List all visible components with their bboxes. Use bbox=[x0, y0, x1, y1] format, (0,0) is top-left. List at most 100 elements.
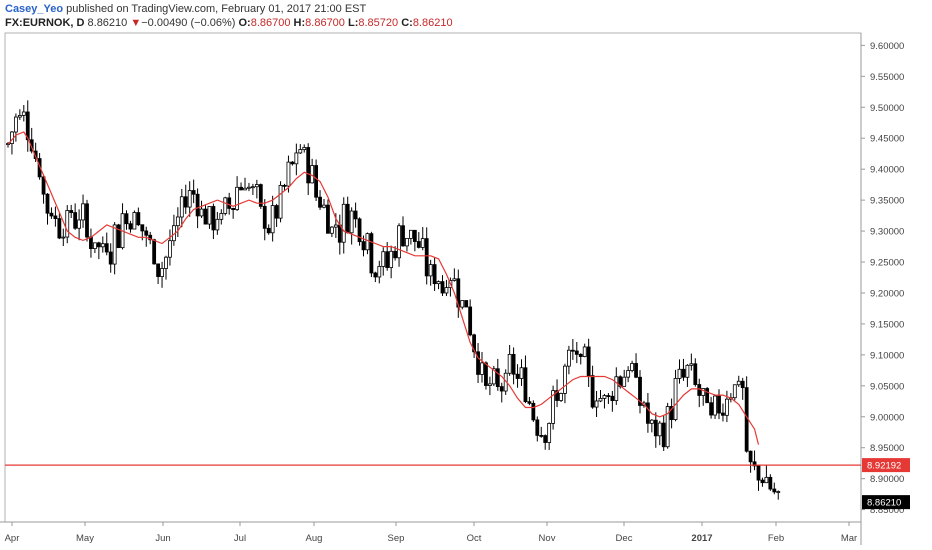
last-price-value: 8.86210 bbox=[87, 17, 128, 29]
candle-body bbox=[401, 225, 405, 247]
candle-body bbox=[274, 205, 279, 219]
price-tick-label: 9.30000 bbox=[870, 227, 904, 238]
candle-body bbox=[539, 435, 544, 437]
candle-body bbox=[555, 390, 559, 401]
candle-body bbox=[681, 368, 686, 378]
candle-body bbox=[345, 203, 350, 234]
price-tick-label: 9.15000 bbox=[870, 319, 904, 330]
candle-body bbox=[519, 367, 524, 379]
candle-body bbox=[116, 224, 121, 249]
candle-body bbox=[203, 208, 208, 225]
price-tick-label: 9.45000 bbox=[870, 134, 904, 145]
candle-body bbox=[776, 491, 781, 493]
candle-body bbox=[677, 368, 682, 379]
candle-body bbox=[112, 224, 117, 265]
symbol-legend: FX:EURNOK, D 8.86210 ▼−0.00490 (−0.06%) … bbox=[5, 16, 453, 30]
price-tick-label: 9.60000 bbox=[870, 41, 904, 52]
candle-body bbox=[626, 370, 631, 378]
candle-body bbox=[397, 225, 401, 259]
candle-body bbox=[416, 241, 421, 248]
candle-body bbox=[156, 263, 161, 277]
candle-body bbox=[254, 184, 259, 188]
candle-body bbox=[444, 287, 449, 294]
price-tick-label: 9.35000 bbox=[870, 196, 904, 207]
support-price-tag bbox=[862, 458, 910, 473]
candle-body bbox=[527, 401, 532, 404]
candle-body bbox=[515, 373, 520, 379]
candle-body bbox=[282, 184, 287, 187]
candle-body bbox=[128, 223, 133, 230]
time-tick-label: Oct bbox=[467, 533, 482, 544]
candle-body bbox=[179, 196, 184, 218]
candle-body bbox=[634, 363, 638, 378]
open-value: 8.86700 bbox=[250, 17, 291, 29]
candle-body bbox=[373, 272, 378, 278]
price-tick-label: 9.20000 bbox=[870, 288, 904, 299]
close-value: 8.86210 bbox=[412, 17, 453, 29]
candle-body bbox=[314, 165, 319, 198]
candle-body bbox=[578, 353, 583, 357]
candle-body bbox=[511, 353, 516, 375]
change-value: −0.00490 (−0.06%) bbox=[141, 17, 236, 29]
candle-body bbox=[646, 402, 650, 424]
candle-body bbox=[108, 251, 113, 265]
candle-body bbox=[732, 384, 737, 399]
price-tick-label: 9.55000 bbox=[870, 72, 904, 83]
candle-body bbox=[140, 224, 145, 232]
candle-body bbox=[322, 204, 326, 208]
candle-body bbox=[586, 346, 591, 376]
time-tick-label: Apr bbox=[5, 533, 20, 544]
time-tick-label: Dec bbox=[616, 533, 633, 544]
candle-body bbox=[302, 147, 307, 150]
candle-body bbox=[53, 215, 58, 220]
candle-body bbox=[187, 190, 192, 208]
symbol-label[interactable]: FX:EURNOK, D bbox=[5, 17, 85, 29]
candle-body bbox=[96, 242, 101, 248]
candle-body bbox=[460, 300, 465, 308]
candle-body bbox=[653, 419, 658, 437]
candle-body bbox=[61, 236, 66, 239]
candle-body bbox=[756, 465, 761, 481]
candle-body bbox=[175, 216, 180, 227]
price-tick-label: 9.10000 bbox=[870, 350, 904, 361]
candle-body bbox=[499, 386, 504, 392]
author-link[interactable]: Casey_Yeo bbox=[5, 3, 64, 15]
candle-body bbox=[523, 367, 528, 403]
candle-body bbox=[85, 203, 89, 238]
candle-body bbox=[476, 351, 480, 375]
candle-body bbox=[37, 158, 42, 178]
candle-body bbox=[381, 251, 386, 267]
candle-body bbox=[590, 375, 595, 408]
candle-body bbox=[73, 212, 78, 229]
candle-body bbox=[89, 236, 93, 250]
candle-body bbox=[760, 479, 765, 484]
candle-body bbox=[487, 383, 492, 386]
candle-body bbox=[353, 210, 358, 220]
candle-body bbox=[408, 229, 413, 239]
candle-body bbox=[239, 186, 243, 191]
candle-body bbox=[772, 488, 777, 493]
candle-body bbox=[223, 197, 228, 214]
candle-body bbox=[432, 264, 437, 285]
candle-body bbox=[81, 203, 85, 221]
candle-body bbox=[124, 213, 129, 225]
price-tick-label: 8.90000 bbox=[870, 474, 904, 485]
time-tick-label: Mar bbox=[841, 533, 857, 544]
candle-body bbox=[606, 395, 611, 397]
candle-body bbox=[389, 250, 394, 268]
candle-body bbox=[57, 218, 62, 239]
candle-body bbox=[420, 238, 425, 248]
candle-body bbox=[357, 218, 362, 243]
candle-body bbox=[752, 461, 757, 467]
candle-body bbox=[69, 210, 74, 213]
candle-body bbox=[41, 176, 46, 195]
candle-body bbox=[298, 149, 303, 154]
candle-body bbox=[768, 476, 773, 490]
candle-body bbox=[725, 398, 729, 416]
candle-body bbox=[480, 362, 484, 375]
price-tick-label: 9.40000 bbox=[870, 165, 904, 176]
candle-body bbox=[713, 395, 717, 416]
candle-body bbox=[697, 384, 702, 396]
time-tick-label: Sep bbox=[388, 533, 405, 544]
